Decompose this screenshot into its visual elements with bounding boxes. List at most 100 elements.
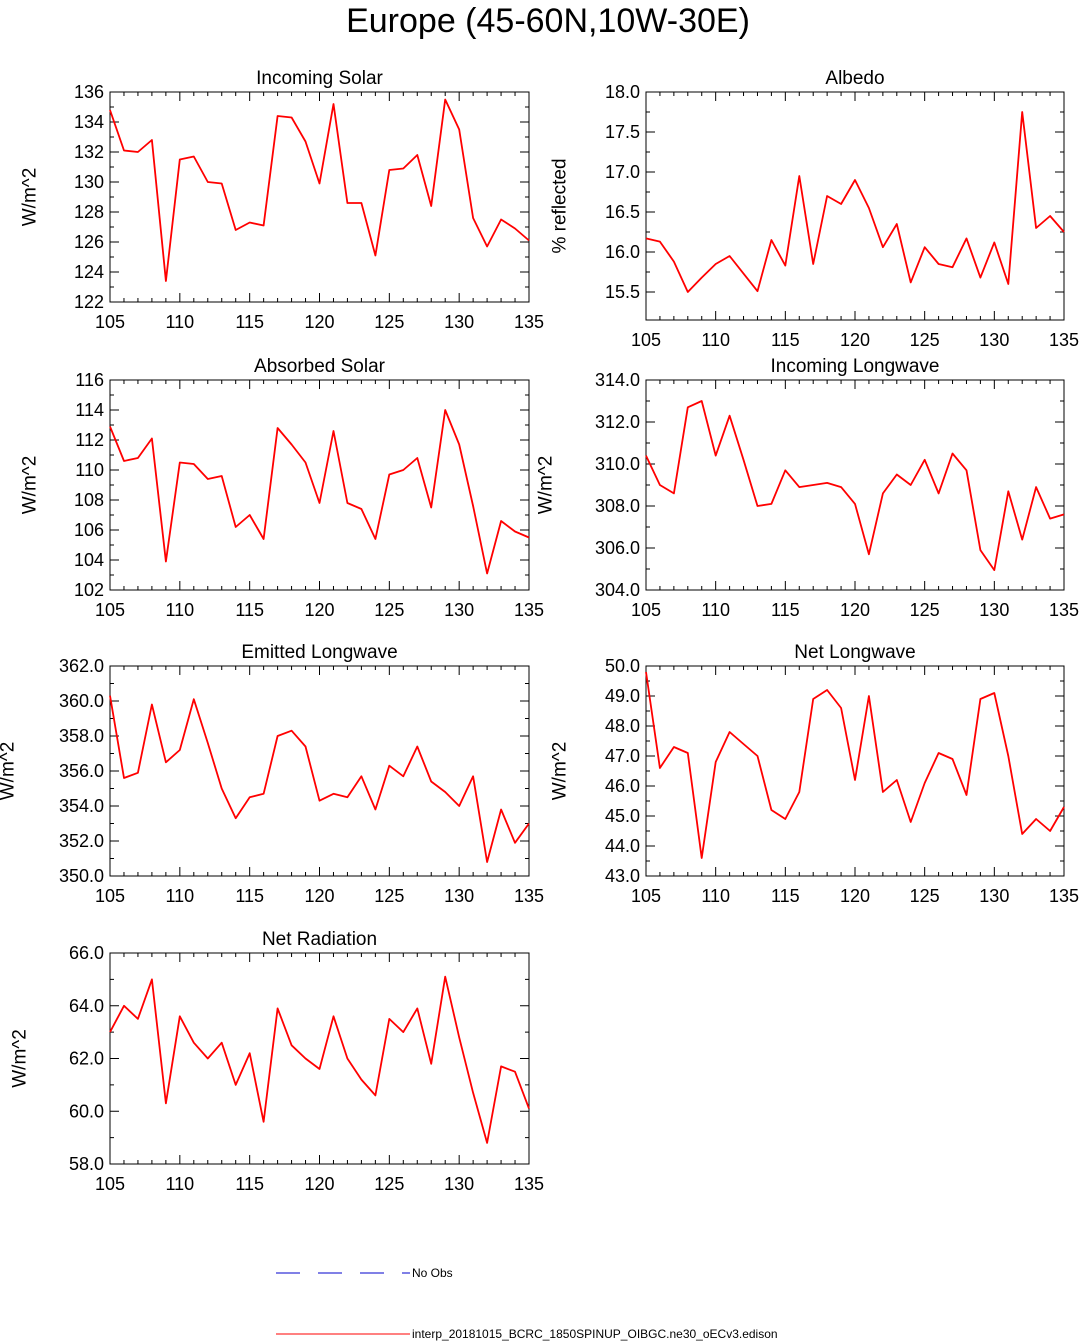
x-tick-label: 120 bbox=[840, 886, 870, 906]
plot-frame bbox=[109, 379, 530, 591]
y-tick-label: 362.0 bbox=[59, 656, 104, 676]
series-line bbox=[109, 695, 530, 863]
x-tick-label: 120 bbox=[840, 600, 870, 620]
y-tick-label: 132 bbox=[74, 142, 104, 162]
panel-title: Incoming Longwave bbox=[771, 356, 940, 377]
panel-title: Absorbed Solar bbox=[254, 356, 386, 377]
y-tick-label: 104 bbox=[74, 550, 104, 570]
y-tick-label: 62.0 bbox=[69, 1049, 104, 1069]
y-tick-label: 106 bbox=[74, 520, 104, 540]
x-tick-label: 135 bbox=[514, 1174, 544, 1194]
y-tick-label: 16.5 bbox=[605, 202, 640, 222]
x-tick-label: 135 bbox=[514, 312, 544, 332]
plot-frame bbox=[645, 379, 1065, 591]
y-tick-label: 45.0 bbox=[605, 806, 640, 826]
y-tick-label: 43.0 bbox=[605, 866, 640, 886]
y-tick-label: 128 bbox=[74, 202, 104, 222]
plot-frame bbox=[109, 665, 530, 877]
panel: Net Longwave 105 110 115 120 125 130 135 43.0 44.… bbox=[550, 642, 1080, 906]
y-tick-label: 360.0 bbox=[59, 691, 104, 711]
y-tick-label: 114 bbox=[75, 400, 104, 420]
y-tick-label: 124 bbox=[74, 262, 104, 282]
y-tick-label: 64.0 bbox=[69, 996, 104, 1016]
y-tick-label: 356.0 bbox=[59, 761, 104, 781]
x-tick-label: 130 bbox=[444, 886, 474, 906]
y-tick-label: 308.0 bbox=[595, 496, 640, 516]
panel-title: Net Longwave bbox=[794, 642, 915, 663]
x-tick-label: 110 bbox=[165, 1174, 194, 1194]
x-tick-label: 115 bbox=[235, 600, 264, 620]
panel: Absorbed Solar 105 110 115 120 125 130 135 102 10… bbox=[20, 356, 545, 620]
x-tick-label: 130 bbox=[979, 886, 1009, 906]
x-tick-label: 115 bbox=[771, 600, 800, 620]
panel-title: Net Radiation bbox=[262, 929, 377, 950]
x-tick-label: 110 bbox=[165, 312, 194, 332]
x-tick-label: 135 bbox=[514, 600, 544, 620]
x-tick-label: 130 bbox=[444, 312, 474, 332]
x-tick-label: 120 bbox=[304, 886, 334, 906]
y-tick-label: 126 bbox=[74, 232, 104, 252]
y-tick-label: 66.0 bbox=[69, 943, 104, 963]
series-line bbox=[645, 671, 1065, 859]
y-tick-label: 306.0 bbox=[595, 538, 640, 558]
x-tick-label: 115 bbox=[771, 886, 800, 906]
y-tick-label: 358.0 bbox=[59, 726, 104, 746]
y-tick-label: 17.5 bbox=[605, 122, 640, 142]
panel: Net Radiation 105 110 115 120 125 130 135 58.0 60… bbox=[10, 929, 545, 1194]
x-tick-label: 125 bbox=[910, 886, 940, 906]
y-tick-label: 310.0 bbox=[595, 454, 640, 474]
y-axis-label: W/m^2 bbox=[20, 456, 41, 515]
y-tick-label: 18.0 bbox=[605, 82, 640, 102]
panel: Albedo 105 110 115 120 125 130 135 15.5 16.0 16.5 1… bbox=[550, 68, 1080, 350]
y-tick-label: 15.5 bbox=[605, 282, 640, 302]
x-tick-label: 110 bbox=[165, 886, 194, 906]
x-tick-label: 130 bbox=[979, 330, 1009, 350]
y-tick-label: 312.0 bbox=[595, 412, 640, 432]
x-tick-label: 110 bbox=[701, 330, 730, 350]
x-tick-label: 135 bbox=[1049, 330, 1079, 350]
panel-title: Emitted Longwave bbox=[241, 642, 397, 663]
y-tick-label: 354.0 bbox=[59, 796, 104, 816]
x-tick-label: 105 bbox=[631, 600, 661, 620]
legend-model-label: interp_20181015_BCRC_1850SPINUP_OIBGC.ne… bbox=[412, 1327, 778, 1341]
y-tick-label: 60.0 bbox=[69, 1101, 104, 1121]
panels: Incoming Solar 105 110 115 120 125 130 135 122 12… bbox=[0, 68, 1079, 1194]
plot-frame bbox=[645, 665, 1065, 877]
plot-frame bbox=[645, 91, 1065, 321]
x-tick-label: 125 bbox=[910, 600, 940, 620]
x-tick-label: 105 bbox=[95, 312, 125, 332]
series-line bbox=[645, 111, 1065, 293]
y-axis-label: % reflected bbox=[550, 158, 571, 253]
y-tick-label: 50.0 bbox=[605, 656, 640, 676]
x-tick-label: 120 bbox=[840, 330, 870, 350]
y-tick-label: 122 bbox=[74, 292, 104, 312]
x-tick-label: 125 bbox=[374, 600, 404, 620]
x-tick-label: 125 bbox=[910, 330, 940, 350]
x-tick-label: 125 bbox=[374, 1174, 404, 1194]
x-tick-label: 105 bbox=[631, 330, 661, 350]
x-tick-label: 115 bbox=[235, 1174, 264, 1194]
y-axis-label: W/m^2 bbox=[20, 168, 41, 227]
plot-frame bbox=[109, 91, 530, 303]
panel-title: Albedo bbox=[825, 68, 884, 89]
y-tick-label: 48.0 bbox=[605, 716, 640, 736]
y-tick-label: 350.0 bbox=[59, 866, 104, 886]
x-tick-label: 105 bbox=[631, 886, 661, 906]
y-tick-label: 44.0 bbox=[605, 836, 640, 856]
x-tick-label: 105 bbox=[95, 600, 125, 620]
y-tick-label: 116 bbox=[75, 370, 104, 390]
y-axis-label: W/m^2 bbox=[550, 742, 571, 801]
series-line bbox=[109, 975, 530, 1144]
x-tick-label: 110 bbox=[165, 600, 194, 620]
y-tick-label: 102 bbox=[74, 580, 104, 600]
panel-title: Incoming Solar bbox=[256, 68, 383, 89]
figure-title: Europe (45-60N,10W-30E) bbox=[346, 2, 750, 40]
x-tick-label: 120 bbox=[304, 1174, 334, 1194]
y-tick-label: 134 bbox=[74, 112, 104, 132]
x-tick-label: 110 bbox=[701, 886, 730, 906]
x-tick-label: 120 bbox=[304, 312, 334, 332]
x-tick-label: 125 bbox=[374, 312, 404, 332]
series-line bbox=[109, 409, 530, 575]
x-tick-label: 135 bbox=[1049, 886, 1079, 906]
